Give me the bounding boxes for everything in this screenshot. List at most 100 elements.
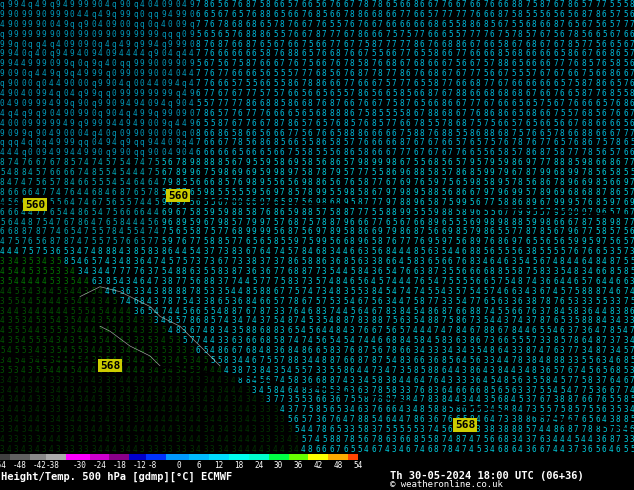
Text: 7: 7 — [588, 79, 593, 88]
Text: 6: 6 — [336, 0, 340, 9]
Text: 5: 5 — [413, 317, 418, 325]
Text: 8: 8 — [448, 119, 453, 128]
Text: 6: 6 — [385, 435, 390, 444]
Text: 9: 9 — [476, 237, 481, 246]
Text: 4: 4 — [91, 395, 96, 404]
Text: 9: 9 — [133, 99, 138, 108]
Text: q: q — [70, 99, 75, 108]
Text: 6: 6 — [336, 237, 340, 246]
Text: 8: 8 — [161, 247, 165, 256]
Text: 5: 5 — [469, 287, 474, 296]
Text: 5: 5 — [623, 445, 628, 454]
Text: 6: 6 — [168, 198, 172, 207]
Text: 9: 9 — [91, 89, 96, 98]
Text: 6: 6 — [273, 287, 278, 296]
Text: 5: 5 — [434, 287, 439, 296]
Text: 7: 7 — [154, 267, 158, 276]
Text: 7: 7 — [581, 40, 586, 49]
Text: 7: 7 — [224, 40, 229, 49]
Text: 4: 4 — [49, 99, 54, 108]
Text: 6: 6 — [462, 168, 467, 177]
Text: 5: 5 — [77, 336, 82, 345]
Text: 0: 0 — [49, 59, 54, 68]
Text: 7: 7 — [434, 89, 439, 98]
Text: 4: 4 — [105, 59, 110, 68]
Text: 5: 5 — [357, 277, 361, 286]
Text: 0: 0 — [189, 109, 193, 118]
Text: 5: 5 — [623, 168, 628, 177]
Text: 7: 7 — [455, 49, 460, 58]
Text: 4: 4 — [385, 366, 390, 375]
Text: 7: 7 — [385, 40, 390, 49]
Text: 7: 7 — [511, 356, 515, 365]
Text: 6: 6 — [385, 128, 390, 138]
Text: 6: 6 — [231, 40, 236, 49]
Text: 8: 8 — [245, 30, 250, 39]
Text: 4: 4 — [371, 336, 375, 345]
Text: 6: 6 — [420, 10, 425, 19]
Text: 6: 6 — [357, 405, 361, 415]
Text: 3: 3 — [49, 257, 54, 266]
Text: 6: 6 — [259, 326, 264, 335]
Text: 4: 4 — [49, 218, 54, 226]
Text: 5: 5 — [189, 218, 193, 226]
Text: 4: 4 — [84, 168, 89, 177]
Text: q: q — [28, 128, 32, 138]
Text: 6: 6 — [602, 158, 607, 167]
Text: 9: 9 — [119, 0, 124, 9]
Text: 6: 6 — [567, 69, 572, 78]
Text: 4: 4 — [56, 296, 61, 306]
Text: 6: 6 — [420, 198, 425, 207]
Text: 4: 4 — [280, 386, 285, 394]
Text: 6: 6 — [133, 208, 138, 217]
Text: q: q — [133, 40, 138, 49]
Text: 6: 6 — [287, 218, 292, 226]
Text: 4: 4 — [238, 395, 243, 404]
Text: 8: 8 — [448, 208, 453, 217]
Text: 0: 0 — [14, 20, 18, 29]
Text: 8: 8 — [609, 89, 614, 98]
Text: 6: 6 — [357, 307, 361, 316]
Text: 5: 5 — [182, 178, 186, 187]
Text: 7: 7 — [378, 307, 383, 316]
Text: 3: 3 — [518, 346, 522, 355]
Text: 5: 5 — [483, 287, 488, 296]
Text: 4: 4 — [98, 386, 103, 394]
Text: 9: 9 — [126, 30, 131, 39]
Text: 6: 6 — [560, 218, 565, 226]
Text: 9: 9 — [581, 158, 586, 167]
Text: 4: 4 — [63, 336, 68, 345]
Text: 5: 5 — [588, 237, 593, 246]
Text: 9: 9 — [56, 49, 61, 58]
Text: 9: 9 — [49, 119, 54, 128]
Text: 7: 7 — [546, 445, 550, 454]
Text: 7: 7 — [448, 89, 453, 98]
Text: 5: 5 — [413, 296, 418, 306]
Text: 7: 7 — [630, 20, 634, 29]
Text: 5: 5 — [497, 405, 501, 415]
Text: 4: 4 — [441, 287, 446, 296]
Text: 4: 4 — [224, 386, 229, 394]
Text: 8: 8 — [182, 158, 186, 167]
Text: 9: 9 — [413, 188, 418, 197]
Text: 9: 9 — [168, 188, 172, 197]
Text: 5: 5 — [266, 237, 271, 246]
Text: 7: 7 — [511, 30, 515, 39]
Text: 7: 7 — [252, 59, 257, 68]
Text: 9: 9 — [189, 59, 193, 68]
Text: 5: 5 — [315, 148, 320, 157]
Text: 0: 0 — [21, 119, 25, 128]
Text: 5: 5 — [427, 287, 432, 296]
Text: 7: 7 — [378, 178, 383, 187]
Text: 4: 4 — [553, 435, 558, 444]
Text: 8: 8 — [308, 257, 313, 266]
Text: 4: 4 — [175, 307, 179, 316]
Text: 6: 6 — [301, 109, 306, 118]
Text: 6: 6 — [84, 208, 89, 217]
Text: 5: 5 — [490, 277, 495, 286]
Text: 6: 6 — [602, 168, 607, 177]
Text: 7: 7 — [189, 257, 193, 266]
Text: 4: 4 — [147, 405, 152, 415]
Text: 4: 4 — [0, 336, 4, 345]
Text: 5: 5 — [336, 366, 340, 375]
